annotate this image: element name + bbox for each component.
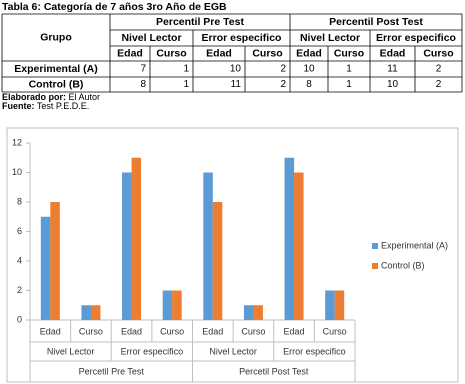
x-group-label: Percetil Pre Test bbox=[79, 366, 145, 376]
note: Fuente: Test P.E.D.E. bbox=[2, 101, 89, 111]
y-tick-label: 12 bbox=[12, 137, 22, 147]
table-cell: 10 bbox=[387, 79, 399, 90]
table-cell: Percentil Pre Test bbox=[156, 16, 244, 28]
table-cell: 8 bbox=[140, 79, 146, 90]
bar bbox=[325, 290, 335, 320]
y-tick-label: 0 bbox=[17, 314, 22, 324]
x-tick-label: Curso bbox=[79, 326, 103, 336]
x-group-label: Nivel Lector bbox=[209, 346, 257, 356]
x-group-label: Error especifico bbox=[121, 346, 184, 356]
table-cell: Edad bbox=[206, 47, 232, 59]
x-tick-label: Edad bbox=[284, 326, 305, 336]
legend-label: Experimental (A) bbox=[381, 240, 448, 250]
table-cell: Grupo bbox=[40, 31, 72, 43]
table-cell: 10 bbox=[230, 64, 242, 75]
table-cell: Curso bbox=[334, 47, 364, 59]
table-cell: 1 bbox=[346, 64, 352, 75]
x-tick-label: Edad bbox=[121, 326, 142, 336]
x-group-label: Percetil Post Test bbox=[239, 366, 309, 376]
bar bbox=[90, 305, 101, 320]
x-group-label: Nivel Lector bbox=[47, 346, 95, 356]
table-cell: 1 bbox=[183, 64, 189, 75]
table-cell: 1 bbox=[183, 79, 189, 90]
x-tick-label: Curso bbox=[241, 326, 265, 336]
bar bbox=[243, 305, 254, 320]
bar bbox=[172, 290, 182, 320]
y-tick-label: 6 bbox=[17, 226, 22, 236]
table-cell: Edad bbox=[117, 47, 143, 59]
table-cell: Nivel Lector bbox=[121, 32, 181, 44]
table-cell: Curso bbox=[156, 47, 186, 59]
bar bbox=[203, 172, 213, 320]
y-tick-label: 8 bbox=[17, 196, 22, 206]
chart-frame bbox=[6, 127, 459, 383]
x-tick-label: Edad bbox=[40, 326, 61, 336]
table-cell: 1 bbox=[346, 79, 352, 90]
table-cell: 10 bbox=[303, 64, 315, 75]
table-cell: Curso bbox=[252, 47, 282, 59]
x-tick-label: Curso bbox=[323, 326, 347, 336]
x-group-label: Error especifico bbox=[283, 346, 346, 356]
table-cell: 11 bbox=[387, 64, 398, 75]
note-text: El Autor bbox=[69, 92, 101, 102]
table-cell: Curso bbox=[423, 47, 453, 59]
bar bbox=[253, 305, 263, 320]
bar bbox=[162, 290, 173, 320]
table-cell: Edad bbox=[380, 47, 406, 59]
note: Elaborado por: El Autor bbox=[2, 92, 100, 102]
table-cell: 2 bbox=[280, 79, 286, 90]
table-cell: 2 bbox=[436, 64, 442, 75]
table-cell: 2 bbox=[280, 64, 286, 75]
bar bbox=[40, 216, 51, 320]
note-text: Test P.E.D.E. bbox=[37, 101, 89, 111]
x-tick-label: Edad bbox=[202, 326, 223, 336]
table-cell: Error especifico bbox=[376, 32, 456, 44]
table-cell: 2 bbox=[436, 79, 442, 90]
table-cell: 8 bbox=[306, 79, 312, 90]
table-cell: Edad bbox=[296, 47, 322, 59]
bar bbox=[81, 305, 91, 320]
table: Grupo Percentil Pre Test Percentil Post Te… bbox=[1, 13, 463, 93]
chart: 0 2 4 6 8 10 12 Edad Curso Edad Curso Edad Curso Edad… bbox=[12, 137, 448, 382]
bar bbox=[50, 202, 60, 320]
note-label: Elaborado por: bbox=[2, 92, 66, 102]
table-cell: 11 bbox=[231, 79, 242, 90]
y-tick-label: 2 bbox=[17, 285, 22, 295]
table-cell: Percentil Post Test bbox=[329, 16, 423, 28]
caption: Tabla 6: Categoría de 7 años 3ro Año de … bbox=[2, 1, 227, 13]
x-tick-label: Curso bbox=[160, 326, 184, 336]
y-tick-label: 10 bbox=[12, 167, 22, 177]
bar bbox=[131, 157, 142, 320]
table-cell: Error especifico bbox=[202, 32, 282, 44]
bar bbox=[122, 172, 132, 320]
note-label: Fuente: bbox=[2, 101, 35, 111]
bar bbox=[284, 157, 295, 320]
bar bbox=[294, 172, 304, 320]
bar bbox=[334, 290, 345, 320]
table-cell: Experimental (A) bbox=[14, 63, 97, 75]
legend-label: Control (B) bbox=[381, 260, 425, 270]
table-cell: Nivel Lector bbox=[300, 32, 360, 44]
table-cell: Control (B) bbox=[29, 78, 84, 90]
y-tick-label: 4 bbox=[17, 255, 22, 265]
legend-swatch bbox=[372, 263, 378, 269]
legend-swatch bbox=[372, 243, 378, 249]
bar bbox=[212, 202, 223, 320]
table-cell: 7 bbox=[140, 64, 146, 75]
